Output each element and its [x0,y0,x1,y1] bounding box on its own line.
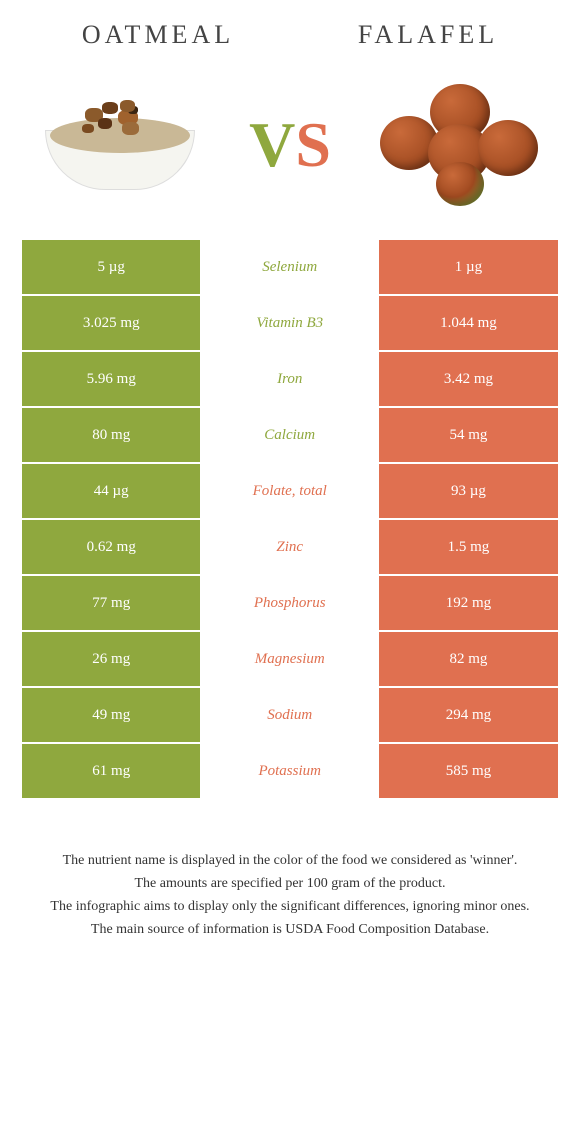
cell-right-value: 1.044 mg [379,296,558,352]
cell-nutrient-label: Zinc [200,520,378,576]
cell-left-value: 5 µg [22,240,200,296]
table-row: 26 mgMagnesium82 mg [22,632,558,688]
table-row: 44 µgFolate, total93 µg [22,464,558,520]
table-row: 80 mgCalcium54 mg [22,408,558,464]
cell-left-value: 26 mg [22,632,200,688]
nutrient-table: 5 µgSelenium1 µg3.025 mgVitamin B31.044 … [22,240,558,800]
cell-nutrient-label: Sodium [200,688,378,744]
cell-nutrient-label: Phosphorus [200,576,378,632]
cell-right-value: 192 mg [379,576,558,632]
table-row: 61 mgPotassium585 mg [22,744,558,800]
footer-line: The infographic aims to display only the… [30,896,550,917]
vs-label: VS [249,108,331,182]
footer-line: The nutrient name is displayed in the co… [30,850,550,871]
vs-s: S [295,109,331,180]
cell-left-value: 80 mg [22,408,200,464]
cell-right-value: 93 µg [379,464,558,520]
cell-left-value: 0.62 mg [22,520,200,576]
cell-left-value: 3.025 mg [22,296,200,352]
table-row: 5 µgSelenium1 µg [22,240,558,296]
cell-nutrient-label: Selenium [200,240,378,296]
oatmeal-image [40,80,200,210]
cell-nutrient-label: Vitamin B3 [200,296,378,352]
cell-right-value: 1 µg [379,240,558,296]
title-right: Falafel [358,20,498,50]
cell-right-value: 82 mg [379,632,558,688]
cell-right-value: 294 mg [379,688,558,744]
title-left: Oatmeal [82,20,234,50]
cell-nutrient-label: Potassium [200,744,378,800]
cell-left-value: 61 mg [22,744,200,800]
cell-nutrient-label: Magnesium [200,632,378,688]
table-row: 49 mgSodium294 mg [22,688,558,744]
footer-line: The amounts are specified per 100 gram o… [30,873,550,894]
footer-notes: The nutrient name is displayed in the co… [20,850,560,940]
header-row: Oatmeal Falafel [20,20,560,50]
cell-left-value: 77 mg [22,576,200,632]
cell-nutrient-label: Calcium [200,408,378,464]
cell-right-value: 1.5 mg [379,520,558,576]
cell-left-value: 49 mg [22,688,200,744]
cell-right-value: 3.42 mg [379,352,558,408]
vs-v: V [249,109,295,180]
cell-nutrient-label: Iron [200,352,378,408]
table-row: 0.62 mgZinc1.5 mg [22,520,558,576]
table-row: 5.96 mgIron3.42 mg [22,352,558,408]
cell-nutrient-label: Folate, total [200,464,378,520]
cell-left-value: 44 µg [22,464,200,520]
image-row: VS [20,80,560,240]
falafel-image [380,80,540,210]
footer-line: The main source of information is USDA F… [30,919,550,940]
table-row: 77 mgPhosphorus192 mg [22,576,558,632]
cell-right-value: 54 mg [379,408,558,464]
table-row: 3.025 mgVitamin B31.044 mg [22,296,558,352]
cell-right-value: 585 mg [379,744,558,800]
cell-left-value: 5.96 mg [22,352,200,408]
